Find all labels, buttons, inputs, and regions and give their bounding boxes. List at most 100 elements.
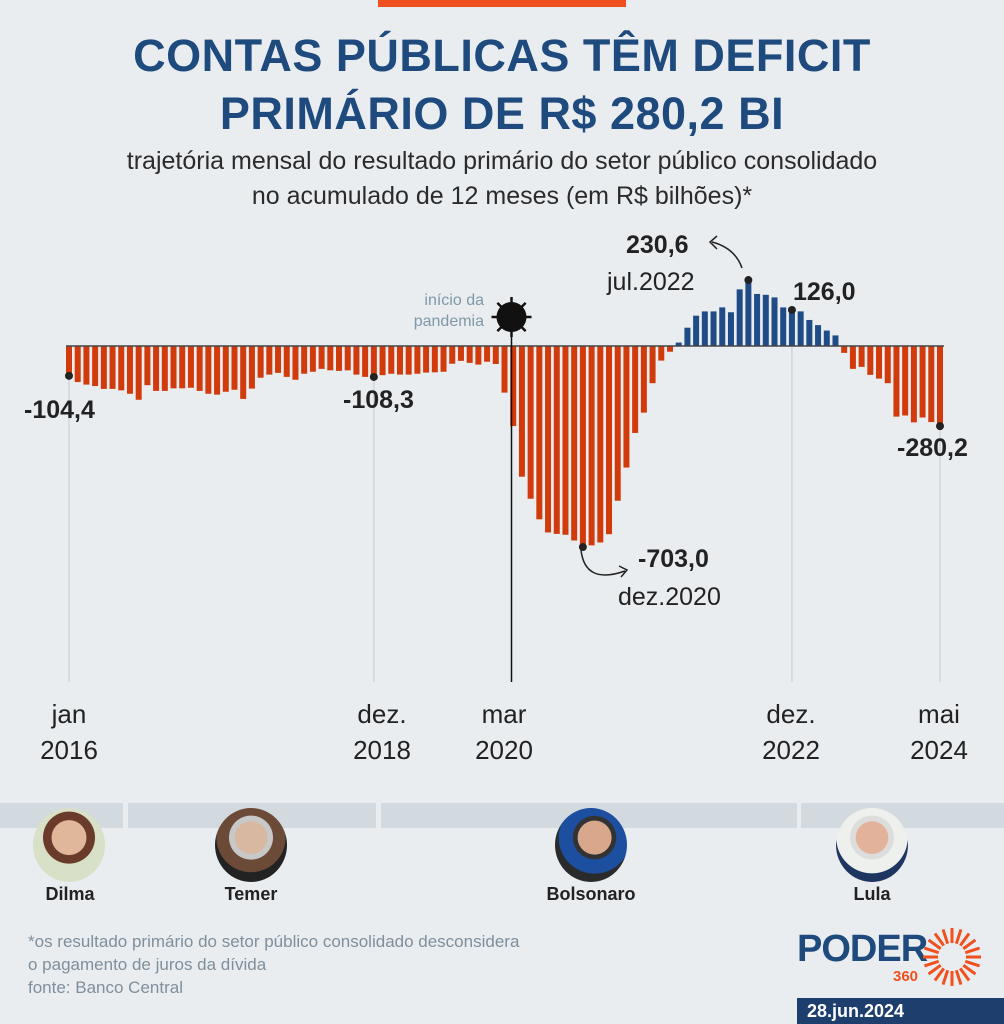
- bar: [719, 307, 726, 346]
- data-point-dez2022: [787, 305, 796, 314]
- bar: [658, 346, 665, 361]
- bar: [231, 346, 238, 390]
- president-name-dilma: Dilma: [45, 884, 95, 904]
- title-line-1: CONTAS PÚBLICAS TÊM DEFICIT: [133, 30, 871, 81]
- x-tick-month: dez.: [357, 699, 407, 729]
- bar: [606, 346, 613, 535]
- bar: [858, 346, 865, 367]
- bar: [301, 346, 308, 374]
- x-tick-year: 2016: [40, 735, 98, 765]
- bar: [92, 346, 99, 387]
- arrowhead-dez2020: [618, 565, 629, 578]
- bar: [492, 346, 499, 365]
- footnote-line-1: *os resultado primário do setor público …: [28, 932, 520, 951]
- footnote-line-2: o pagamento de juros da dívida: [28, 955, 267, 974]
- bar: [100, 346, 107, 389]
- bar: [248, 346, 255, 389]
- bar: [161, 346, 168, 391]
- bar: [684, 327, 691, 346]
- bar: [727, 312, 734, 346]
- bar: [867, 346, 874, 375]
- bar: [632, 346, 639, 433]
- bar: [710, 311, 717, 346]
- label-dez2020-value: -703,0: [638, 545, 709, 573]
- x-tick-jan-2016: jan 2016: [9, 696, 129, 768]
- sun-ray: [933, 932, 945, 947]
- bar: [518, 346, 525, 477]
- pandemic-label-line-1: início da: [424, 292, 484, 309]
- bar: [309, 346, 316, 372]
- bar: [884, 346, 891, 384]
- bar: [457, 346, 464, 361]
- bar: [118, 346, 125, 391]
- bar: [275, 346, 282, 373]
- label-dez2022: 126,0: [793, 278, 856, 306]
- x-tick-month: mar: [481, 699, 527, 729]
- sun-ray: [959, 932, 971, 947]
- subtitle-line-1: trajetória mensal do resultado primário …: [126, 147, 878, 175]
- subtitle-line-2: no acumulado de 12 meses (em R$ bilhões)…: [251, 182, 753, 210]
- bar: [170, 346, 177, 389]
- bar: [588, 346, 595, 546]
- bar: [815, 325, 822, 346]
- bar-chart: [65, 235, 944, 682]
- label-dez2020-date: dez.2020: [618, 583, 721, 611]
- subtitle: trajetória mensal do resultado primário …: [0, 144, 1004, 214]
- sun-ray: [954, 969, 963, 986]
- bar: [370, 346, 377, 377]
- x-tick-dez-2022: dez. 2022: [731, 696, 851, 768]
- bar: [66, 346, 72, 376]
- bar: [527, 346, 534, 499]
- president-name-bolsonaro: Bolsonaro: [546, 884, 636, 904]
- arrow-dez2020: [580, 549, 626, 576]
- bar: [693, 315, 700, 346]
- bar: [893, 346, 900, 417]
- sun-ray: [927, 964, 942, 976]
- label-mai2024: -280,2: [897, 434, 968, 462]
- virus-icon: [496, 302, 527, 332]
- bar: [553, 346, 560, 534]
- bar: [937, 346, 943, 427]
- bar: [431, 346, 438, 373]
- bar: [327, 346, 334, 371]
- x-tick-mar-2020: mar 2020: [444, 696, 564, 768]
- sun-ray: [941, 969, 950, 986]
- accent-bar: [378, 0, 626, 7]
- sun-ray: [962, 964, 977, 976]
- bar: [510, 346, 517, 427]
- bar: [614, 346, 621, 501]
- bar: [771, 297, 778, 346]
- bar: [571, 346, 578, 541]
- data-point-dez2018: [369, 372, 378, 381]
- publication-date: 28.jun.2024: [797, 998, 1004, 1024]
- bar: [179, 346, 186, 389]
- poder360-logo-number: 360: [893, 968, 919, 985]
- bar: [222, 346, 229, 392]
- bar: [545, 346, 552, 533]
- bar: [74, 346, 81, 383]
- bar: [849, 346, 856, 369]
- sun-ray: [962, 938, 977, 950]
- sun-ray: [959, 967, 971, 982]
- x-tick-month: jan: [51, 699, 87, 729]
- data-point-mai2024: [936, 422, 944, 431]
- bar: [283, 346, 290, 377]
- bar: [745, 280, 752, 346]
- bar: [675, 342, 682, 346]
- x-tick-year: 2024: [910, 735, 968, 765]
- president-name-temer: Temer: [224, 884, 278, 904]
- bar: [902, 346, 909, 416]
- bar: [797, 311, 804, 346]
- label-jan2016: -104,4: [24, 396, 95, 424]
- bar: [762, 294, 769, 346]
- pandemic-label-line-2: pandemia: [413, 313, 484, 330]
- bar: [440, 346, 447, 372]
- bar: [701, 311, 708, 346]
- footnote: *os resultado primário do setor público …: [28, 930, 519, 999]
- bar: [919, 346, 926, 418]
- bar: [449, 346, 456, 364]
- label-dez2018: -108,3: [343, 386, 414, 414]
- bar: [318, 346, 325, 369]
- bar: [379, 346, 386, 376]
- bar: [806, 319, 813, 346]
